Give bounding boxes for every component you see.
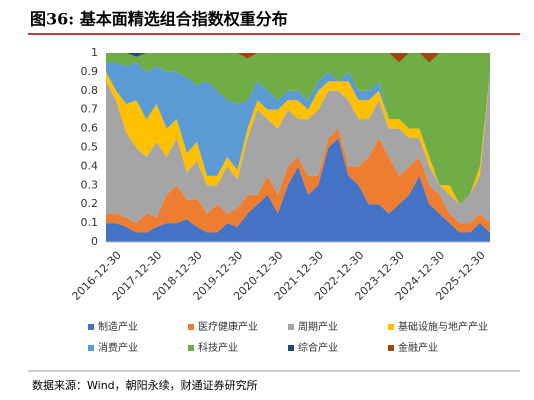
legend-swatch — [388, 324, 394, 330]
area — [106, 53, 490, 63]
legend-label: 周期产业 — [298, 320, 338, 333]
area — [106, 71, 490, 205]
y-tick-label: 0.8 — [81, 84, 99, 97]
legend-swatch — [88, 324, 94, 330]
y-tick-label: 0.9 — [81, 65, 99, 78]
legend-swatch — [288, 345, 294, 351]
legend-swatch — [188, 345, 194, 351]
area — [106, 128, 490, 233]
legend-label: 基础设施与地产产业 — [398, 320, 488, 333]
y-tick-label: 0.4 — [81, 159, 99, 172]
legend-swatch — [88, 345, 94, 351]
y-tick-label: 0.7 — [81, 103, 99, 116]
source: 数据来源：Wind，朝阳永续，财通证券研究所 — [32, 378, 258, 392]
y-tick-label: 0.6 — [81, 122, 99, 135]
legend-label: 金融产业 — [398, 341, 438, 354]
legend-label: 综合产业 — [298, 341, 338, 354]
y-tick-label: 0.5 — [81, 141, 99, 154]
legend-label: 制造产业 — [98, 320, 138, 333]
area — [106, 71, 490, 224]
y-tick-label: 0.3 — [81, 178, 99, 191]
y-tick-label: 0 — [91, 235, 98, 248]
y-tick-label: 1 — [91, 46, 98, 59]
area — [106, 138, 490, 242]
chart-title: 图36: 基本面精选组合指数权重分布 — [30, 10, 288, 29]
y-tick-label: 0.1 — [81, 216, 99, 229]
area — [106, 53, 490, 205]
legend-swatch — [388, 345, 394, 351]
legend-swatch — [188, 324, 194, 330]
legend-label: 消费产业 — [98, 341, 138, 354]
legend-label: 医疗健康产业 — [198, 320, 258, 333]
legend-swatch — [288, 324, 294, 330]
legend-label: 科技产业 — [198, 341, 238, 354]
area — [106, 62, 490, 205]
y-tick-label: 0.2 — [81, 197, 99, 210]
